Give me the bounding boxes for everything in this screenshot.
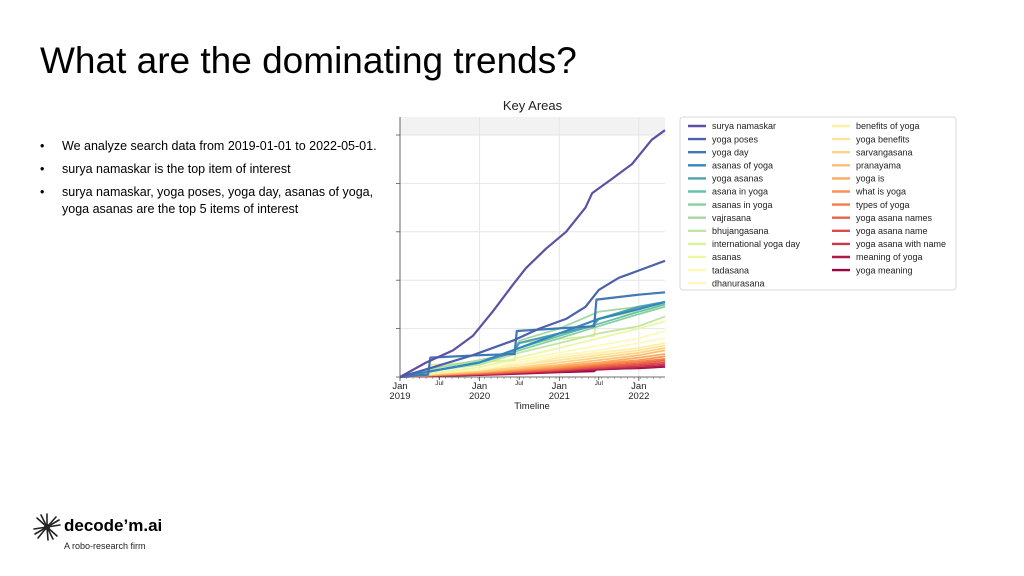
legend-entry-label: dhanurasana	[712, 278, 765, 288]
legend-entry-label: meaning of yoga	[856, 252, 923, 262]
legend-entry-label: yoga day	[712, 147, 749, 157]
bullet-marker: •	[40, 139, 45, 153]
bullet-marker: •	[40, 185, 45, 199]
bullet-text: surya namaskar, yoga poses, yoga day, as…	[62, 185, 374, 216]
legend-entry-label: yoga meaning	[856, 265, 913, 275]
legend-entry-label: yoga benefits	[856, 134, 910, 144]
series-line-asanas-of-yoga	[399, 300, 666, 379]
legend-entry-label: yoga asana with name	[856, 239, 946, 249]
series-line-yoga-benefits	[399, 344, 666, 378]
legend-entry-label: tadasana	[712, 265, 749, 275]
series-line-vajrasana	[399, 303, 666, 378]
series-line-yoga-poses	[399, 259, 666, 379]
legend-entry-label: vajrasana	[712, 213, 751, 223]
x-tick-label: Jan	[631, 381, 646, 392]
plot-top-band	[400, 117, 665, 135]
legend-entry-label: types of yoga	[856, 200, 910, 210]
legend-entry-label: sarvangasana	[856, 147, 913, 157]
series-line-yoga-day	[399, 291, 666, 379]
x-tick-label: Jul	[515, 380, 524, 387]
brand-tagline: A robo-research firm	[64, 541, 146, 551]
x-tick-year-label: 2021	[549, 391, 570, 402]
legend-entry-label: asanas in yoga	[712, 200, 773, 210]
chart-title: Key Areas	[503, 98, 563, 113]
x-tick-label: Jul	[435, 380, 444, 387]
legend-entry-label: surya namaskar	[712, 121, 776, 131]
x-tick-year-label: 2019	[389, 391, 410, 402]
series-line-asanas	[399, 320, 666, 378]
bullet-item: • We analyze search data from 2019-01-01…	[40, 138, 380, 155]
starburst-logo-icon	[33, 513, 61, 541]
x-tick-label: Jan	[392, 381, 407, 392]
bullet-marker: •	[40, 162, 45, 176]
x-tick-label: Jan	[552, 381, 567, 392]
legend-entry-label: bhujangasana	[712, 226, 769, 236]
bullet-item: • surya namaskar is the top item of inte…	[40, 161, 380, 178]
x-axis-label: Timeline	[514, 401, 550, 412]
bullet-item: • surya namaskar, yoga poses, yoga day, …	[40, 184, 380, 218]
brand-logo: decode’m.ai A robo-research firm	[32, 512, 162, 551]
legend-entry-label: yoga asana names	[856, 213, 933, 223]
legend-entry-label: yoga poses	[712, 134, 759, 144]
bullet-text: surya namaskar is the top item of intere…	[62, 162, 291, 176]
bullet-list: • We analyze search data from 2019-01-01…	[40, 138, 380, 224]
bullet-text: We analyze search data from 2019-01-01 t…	[62, 139, 377, 153]
slide-title: What are the dominating trends?	[40, 40, 577, 81]
series-line-surya-namaskar	[399, 129, 666, 378]
legend-entry-label: yoga is	[856, 174, 885, 184]
legend-entry-label: asanas of yoga	[712, 161, 773, 171]
brand-name: decode’m.ai	[64, 516, 163, 535]
legend-box	[679, 116, 957, 291]
x-tick-label: Jul	[595, 380, 604, 387]
legend-entry-label: yoga asana name	[856, 226, 928, 236]
legend-entry-label: pranayama	[856, 161, 901, 171]
legend-entry-label: international yoga day	[712, 239, 801, 249]
legend-entry-label: what is yoga	[855, 187, 906, 197]
x-tick-label: Jan	[472, 381, 487, 392]
legend-entry-label: benefits of yoga	[856, 121, 920, 131]
legend-entry-label: asana in yoga	[712, 187, 768, 197]
x-tick-year-label: 2020	[469, 391, 490, 402]
legend-entry-label: yoga asanas	[712, 174, 764, 184]
x-tick-year-label: 2022	[628, 391, 649, 402]
legend-entry-label: asanas	[712, 252, 742, 262]
